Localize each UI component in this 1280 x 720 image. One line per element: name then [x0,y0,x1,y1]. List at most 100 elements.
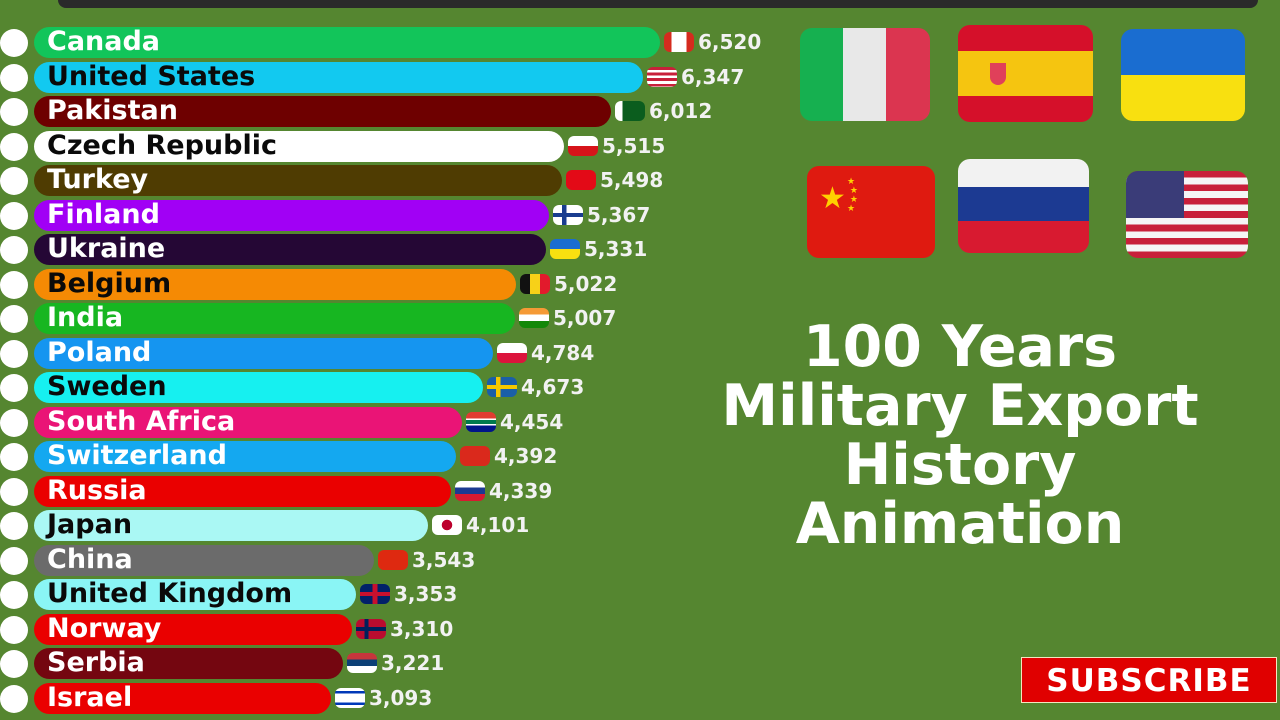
india-flag-icon [519,308,549,328]
chart-row: Japan 4,101 [0,508,780,542]
country-label: United Kingdom [47,578,293,609]
country-label: India [47,302,124,333]
subscribe-button[interactable]: SUBSCRIBE [1021,657,1277,703]
country-label: Sweden [47,371,167,402]
usa-flag-icon [1126,171,1248,258]
rank-dot [0,201,28,230]
value-label: 6,347 [681,64,745,89]
title-line-4: Animation [795,491,1125,557]
china-flag-icon: ★ ★ ★ ★ ★ [807,166,935,258]
chart-row: Ukraine 5,331 [0,232,780,266]
country-label: Czech Republic [47,129,277,161]
bar: United States [34,60,643,93]
country-label: United States [47,60,256,92]
chart-row: Belgium 5,022 [0,267,780,301]
chart-row: United Kingdom 3,353 [0,577,780,611]
czech-republic-flag-icon [568,135,598,156]
rank-dot [0,512,28,540]
chart-row: Poland 4,784 [0,336,780,370]
value-label: 4,392 [494,444,558,468]
bar: Czech Republic [34,129,564,162]
bar: Switzerland [34,440,456,472]
country-label: Canada [47,26,161,57]
value-label: 3,093 [369,685,433,710]
chart-row: Israel 3,093 [0,681,780,715]
bar: Canada [34,26,660,58]
norway-flag-icon [356,618,386,639]
rank-dot [0,305,28,333]
value-label: 4,454 [500,409,564,434]
rank-dot [0,132,28,161]
country-label: Ukraine [47,233,166,264]
bar: India [34,302,515,334]
bar: Sweden [34,371,483,403]
bar: Poland [34,337,493,369]
value-label: 3,310 [390,616,454,641]
value-label: 4,101 [466,513,530,537]
chart-row: Serbia 3,221 [0,646,780,680]
south-africa-flag-icon [466,411,496,432]
bar: Serbia [34,647,343,679]
rank-dot [0,581,28,609]
value-label: 3,221 [381,651,445,675]
video-title: 100 Years Military Export History Animat… [660,318,1260,554]
rank-dot [0,546,28,575]
bar: Turkey [34,164,562,196]
value-label: 5,331 [584,237,648,261]
value-label: 5,022 [554,271,618,296]
country-label: Switzerland [47,440,227,471]
ukraine-flag-icon [550,239,580,259]
bar: South Africa [34,406,462,438]
value-label: 6,520 [698,30,762,54]
title-line-2: Military Export [721,373,1199,439]
chart-row: Turkey 5,498 [0,163,780,197]
rank-dot [0,684,28,713]
chart-row: Canada 6,520 [0,25,780,59]
rank-dot [0,477,28,506]
country-label: Russia [47,474,147,506]
player-frame-edge [58,0,1258,8]
pakistan-flag-icon [615,101,645,121]
country-label: Pakistan [47,95,178,126]
chart-row: Russia 4,339 [0,474,780,508]
spain-flag-icon [958,25,1093,122]
bar: Ukraine [34,233,546,265]
italy-flag-icon [800,28,930,121]
value-label: 5,367 [587,202,651,227]
rank-dot [0,615,28,644]
rank-dot [0,236,28,264]
chart-row: Finland 5,367 [0,198,780,232]
bar: Pakistan [34,95,611,127]
rank-dot [0,167,28,195]
country-label: China [47,543,133,575]
rank-dot [0,650,28,678]
chart-row: Norway 3,310 [0,612,780,646]
title-line-3: History [843,432,1077,498]
country-label: Serbia [47,647,145,678]
country-label: Israel [47,681,133,713]
ukraine-flag-icon [1121,29,1245,121]
value-label: 4,673 [521,375,585,399]
value-label: 5,515 [602,133,666,158]
rank-dot [0,63,28,92]
belgium-flag-icon [520,273,550,294]
chart-row: South Africa 4,454 [0,405,780,439]
bar: Belgium [34,267,516,300]
chart-row: United States 6,347 [0,60,780,94]
bar: Russia [34,474,451,507]
value-label: 3,543 [412,547,476,572]
finland-flag-icon [553,204,583,225]
china-flag-icon [378,549,408,570]
israel-flag-icon [335,687,365,708]
sweden-flag-icon [487,377,517,397]
turkey-flag-icon [566,170,596,190]
rank-dot [0,408,28,437]
country-label: Finland [47,198,160,230]
value-label: 3,353 [394,582,458,606]
rank-dot [0,374,28,402]
country-label: Belgium [47,267,172,299]
poland-flag-icon [497,342,527,363]
title-line-1: 100 Years [802,314,1118,380]
value-label: 4,339 [489,478,553,503]
canada-flag-icon [664,32,694,52]
